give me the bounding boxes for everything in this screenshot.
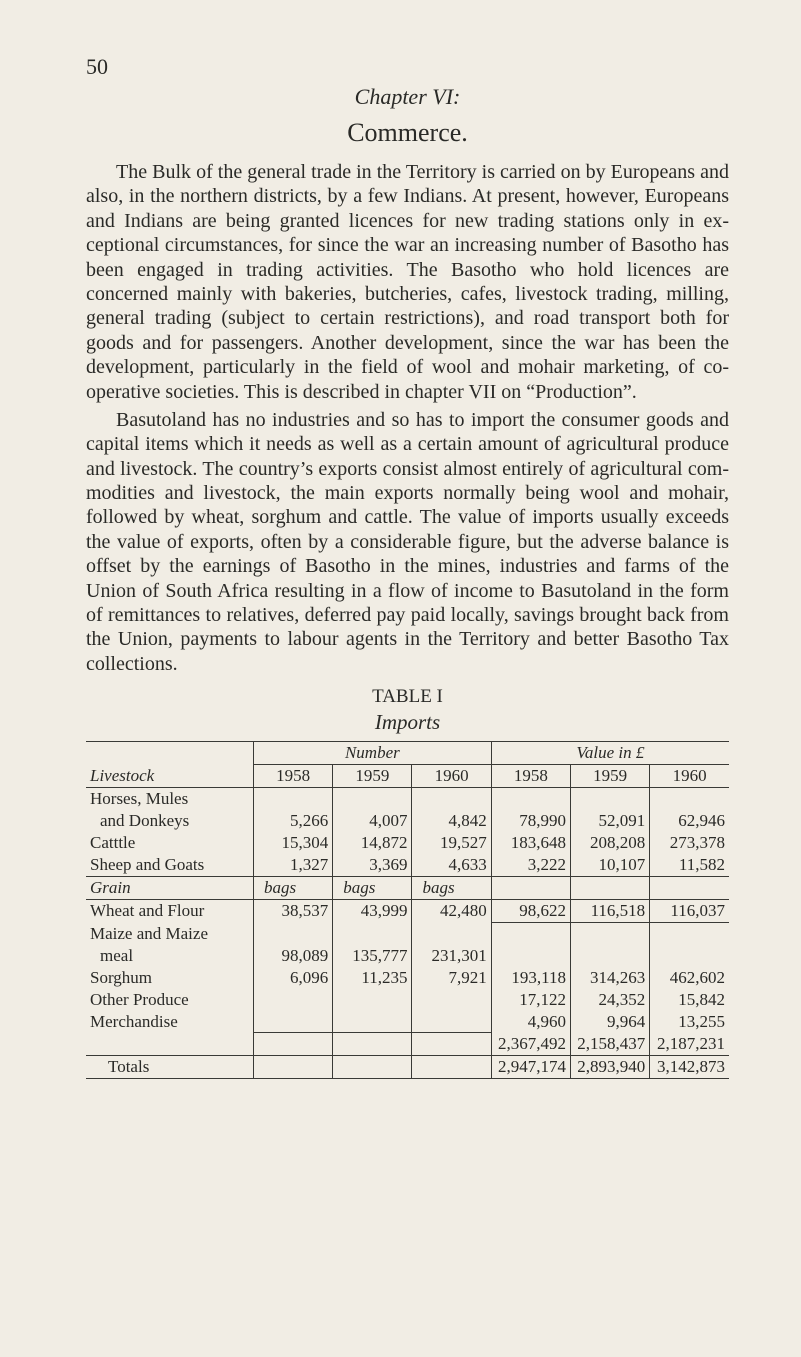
cell: 1,327 [254,854,333,877]
table-subtitle: Imports [86,710,729,735]
cell: 231,301 [412,945,491,967]
cell: 24,352 [570,989,649,1011]
total-1959: 2,893,940 [570,1055,649,1078]
cell: 135,777 [333,945,412,967]
row-totals: Totals [86,1055,254,1078]
bags-2: bags [333,877,412,900]
bags-3: bags [412,877,491,900]
stub-grain: Grain [86,877,254,900]
bags-1: bags [254,877,333,900]
row-sorghum: Sorghum [86,967,254,989]
row-merchandise: Merchandise [86,1011,254,1033]
cell: 4,007 [333,810,412,832]
total-1958: 2,947,174 [491,1055,570,1078]
row-and-donkeys: and Donkeys [86,810,254,832]
cell: 208,208 [570,832,649,854]
cell: 38,537 [254,900,333,923]
cell: 19,527 [412,832,491,854]
h-v-1959: 1959 [570,765,649,788]
cell: 4,633 [412,854,491,877]
page-number: 50 [86,54,729,80]
h-n-1959: 1959 [333,765,412,788]
cell: 10,107 [570,854,649,877]
h-v-1958: 1958 [491,765,570,788]
cell: 193,118 [491,967,570,989]
chapter-line: Chapter VI: [86,84,729,110]
cell: 4,842 [412,810,491,832]
cell: 6,096 [254,967,333,989]
imports-table: Number Value in £ Livestock 1958 1959 19… [86,741,729,1079]
row-wheat-flour: Wheat and Flour [86,900,254,923]
row-sheep-goats: Sheep and Goats [86,854,254,877]
header-value: Value in £ [491,742,729,765]
cell: 2,367,492 [491,1033,570,1056]
cell: 43,999 [333,900,412,923]
row-maize: Maize and Maize [86,923,254,945]
cell: 5,266 [254,810,333,832]
cell: 15,304 [254,832,333,854]
cell: 9,964 [570,1011,649,1033]
cell: 15,842 [650,989,729,1011]
cell: 116,518 [570,900,649,923]
cell: 42,480 [412,900,491,923]
cell: 98,622 [491,900,570,923]
cell: 2,158,437 [570,1033,649,1056]
h-v-1960: 1960 [650,765,729,788]
cell: 17,122 [491,989,570,1011]
row-cattle: Catttle [86,832,254,854]
cell: 4,960 [491,1011,570,1033]
cell: 273,378 [650,832,729,854]
cell: 11,235 [333,967,412,989]
h-n-1960: 1960 [412,765,491,788]
header-number: Number [254,742,492,765]
cell: 11,582 [650,854,729,877]
cell: 13,255 [650,1011,729,1033]
cell: 62,946 [650,810,729,832]
stub-livestock: Livestock [86,765,254,788]
paragraph-2: Basutoland has no industries and so has … [86,408,729,676]
cell: 7,921 [412,967,491,989]
table-label: TABLE I [86,686,729,708]
cell: 3,369 [333,854,412,877]
row-other-produce: Other Produce [86,989,254,1011]
row-meal: meal [86,945,254,967]
cell: 462,602 [650,967,729,989]
cell: 78,990 [491,810,570,832]
cell: 183,648 [491,832,570,854]
row-horses-mules: Horses, Mules [86,788,254,811]
cell: 14,872 [333,832,412,854]
section-title: Commerce. [86,118,729,148]
cell: 98,089 [254,945,333,967]
h-n-1958: 1958 [254,765,333,788]
paragraph-1: The Bulk of the general trade in the Ter… [86,160,729,404]
cell: 314,263 [570,967,649,989]
cell: 3,222 [491,854,570,877]
total-1960: 3,142,873 [650,1055,729,1078]
cell: 116,037 [650,900,729,923]
cell: 52,091 [570,810,649,832]
page: 50 Chapter VI: Commerce. The Bulk of the… [0,0,801,1119]
cell: 2,187,231 [650,1033,729,1056]
